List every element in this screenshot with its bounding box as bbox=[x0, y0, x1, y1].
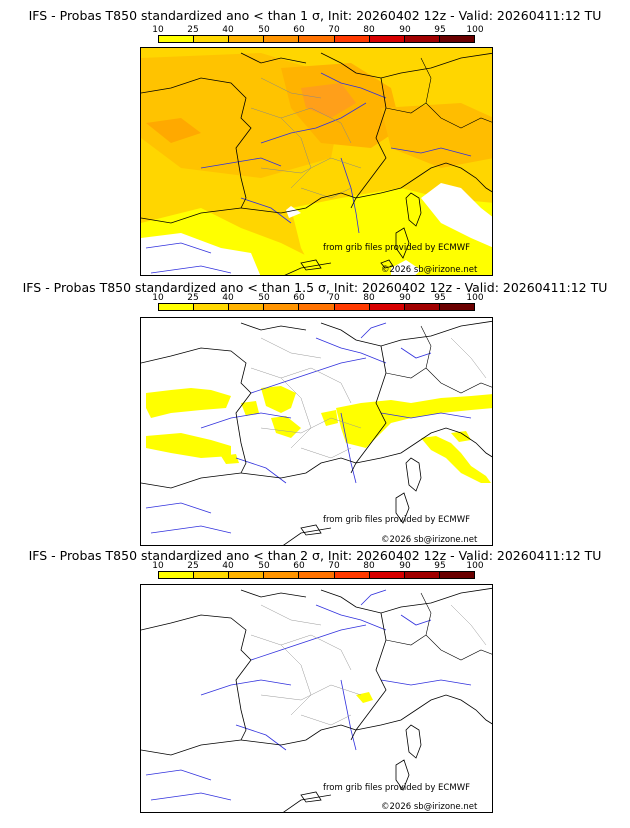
probability-field bbox=[146, 386, 492, 483]
colorbar-swatch bbox=[229, 572, 265, 578]
colorbar-swatch bbox=[404, 304, 440, 310]
colorbar bbox=[158, 571, 475, 579]
colorbar-tick: 50 bbox=[258, 293, 270, 303]
rivers bbox=[145, 72, 472, 274]
colorbar-swatch bbox=[229, 36, 265, 42]
colorbar-tick: 80 bbox=[363, 561, 375, 571]
colorbar-swatch bbox=[369, 304, 405, 310]
colorbar-swatch bbox=[334, 572, 370, 578]
colorbar-swatch bbox=[159, 572, 195, 578]
rivers bbox=[145, 589, 472, 801]
regional-borders bbox=[250, 337, 487, 459]
colorbar-tick: 80 bbox=[363, 293, 375, 303]
colorbar bbox=[158, 303, 475, 311]
colorbar-swatch bbox=[439, 36, 474, 42]
colorbar-swatch bbox=[229, 304, 265, 310]
colorbar-ticks: 10 25 40 50 60 70 80 90 95 100 bbox=[140, 25, 484, 35]
colorbar-swatch bbox=[334, 304, 370, 310]
colorbar-tick: 70 bbox=[328, 561, 340, 571]
colorbar-tick: 90 bbox=[399, 293, 411, 303]
panel-title: IFS - Probas T850 standardized ano < tha… bbox=[28, 8, 602, 23]
probability-field bbox=[141, 48, 492, 275]
colorbar-tick: 90 bbox=[399, 25, 411, 35]
colorbar-tick: 40 bbox=[222, 25, 234, 35]
colorbar-ticks: 10 25 40 50 60 70 80 90 95 100 bbox=[140, 561, 484, 571]
colorbar-tick: 70 bbox=[328, 293, 340, 303]
colorbar-tick: 25 bbox=[187, 293, 199, 303]
coastline bbox=[141, 320, 492, 545]
coastline bbox=[141, 587, 492, 812]
colorbar bbox=[158, 35, 475, 43]
colorbar-tick: 60 bbox=[293, 25, 305, 35]
country-borders bbox=[385, 325, 492, 394]
colorbar-swatch bbox=[159, 36, 195, 42]
country-borders bbox=[385, 592, 492, 661]
probability-field bbox=[356, 692, 373, 703]
colorbar-swatch bbox=[299, 572, 335, 578]
panel-1: IFS - Probas T850 standardized ano < tha… bbox=[0, 0, 630, 276]
colorbar-tick: 80 bbox=[363, 25, 375, 35]
panel-2: IFS - Probas T850 standardized ano < tha… bbox=[0, 276, 630, 546]
colorbar-tick: 10 bbox=[152, 561, 164, 571]
colorbar-swatch bbox=[369, 36, 405, 42]
colorbar-tick: 90 bbox=[399, 561, 411, 571]
regional-borders bbox=[250, 604, 487, 726]
colorbar-tick: 95 bbox=[434, 293, 446, 303]
colorbar-swatch bbox=[194, 304, 230, 310]
colorbar-tick: 50 bbox=[258, 561, 270, 571]
colorbar-tick: 70 bbox=[328, 25, 340, 35]
colorbar-swatch bbox=[299, 304, 335, 310]
colorbar-tick: 100 bbox=[466, 561, 484, 571]
colorbar-tick: 10 bbox=[152, 25, 164, 35]
source-credit: from grib files provided by ECMWF bbox=[323, 783, 470, 793]
probability-map: from grib files provided by ECMWF ©2026 … bbox=[140, 584, 493, 813]
colorbar-tick: 100 bbox=[466, 25, 484, 35]
colorbar-ticks: 10 25 40 50 60 70 80 90 95 100 bbox=[140, 293, 484, 303]
panel-3: IFS - Probas T850 standardized ano < tha… bbox=[0, 546, 630, 828]
panel-title: IFS - Probas T850 standardized ano < tha… bbox=[28, 548, 602, 563]
country-borders bbox=[385, 57, 492, 129]
colorbar-swatch bbox=[264, 36, 300, 42]
rivers bbox=[145, 322, 472, 534]
colorbar-tick: 100 bbox=[466, 293, 484, 303]
colorbar-swatch bbox=[194, 36, 230, 42]
colorbar-tick: 95 bbox=[434, 25, 446, 35]
colorbar-tick: 25 bbox=[187, 25, 199, 35]
colorbar-tick: 25 bbox=[187, 561, 199, 571]
colorbar-tick: 60 bbox=[293, 561, 305, 571]
probability-map: from grib files provided by ECMWF ©2026 … bbox=[140, 47, 493, 276]
colorbar-tick: 40 bbox=[222, 293, 234, 303]
colorbar-swatch bbox=[159, 304, 195, 310]
colorbar-swatch bbox=[194, 572, 230, 578]
copyright-label: ©2026 sb@irizone.net bbox=[381, 802, 478, 812]
colorbar-tick: 50 bbox=[258, 25, 270, 35]
source-credit: from grib files provided by ECMWF bbox=[323, 515, 470, 525]
panel-title: IFS - Probas T850 standardized ano < tha… bbox=[22, 280, 608, 295]
regional-borders bbox=[250, 77, 362, 199]
colorbar-swatch bbox=[404, 36, 440, 42]
colorbar-tick: 95 bbox=[434, 561, 446, 571]
colorbar-swatch bbox=[264, 304, 300, 310]
copyright-label: ©2026 sb@irizone.net bbox=[381, 535, 478, 545]
colorbar-swatch bbox=[404, 572, 440, 578]
source-credit: from grib files provided by ECMWF bbox=[323, 243, 470, 253]
colorbar-tick: 10 bbox=[152, 293, 164, 303]
colorbar-swatch bbox=[369, 572, 405, 578]
colorbar-swatch bbox=[334, 36, 370, 42]
colorbar-swatch bbox=[439, 304, 474, 310]
colorbar-swatch bbox=[299, 36, 335, 42]
colorbar-tick: 60 bbox=[293, 293, 305, 303]
colorbar-swatch bbox=[264, 572, 300, 578]
colorbar-swatch bbox=[439, 572, 474, 578]
probability-map: from grib files provided by ECMWF ©2026 … bbox=[140, 317, 493, 546]
copyright-label: ©2026 sb@irizone.net bbox=[381, 265, 478, 275]
colorbar-tick: 40 bbox=[222, 561, 234, 571]
